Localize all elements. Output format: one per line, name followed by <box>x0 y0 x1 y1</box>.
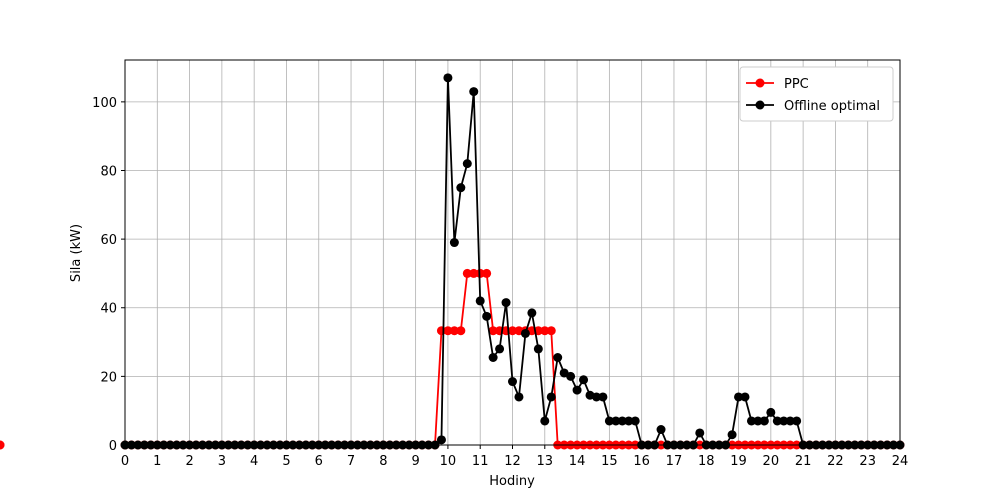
marker <box>624 416 634 426</box>
y-tick-label: 0 <box>109 439 117 454</box>
marker <box>449 238 459 248</box>
marker <box>734 392 744 402</box>
y-tick-label: 80 <box>100 164 117 179</box>
marker <box>572 385 582 395</box>
marker <box>553 353 563 362</box>
marker <box>630 416 640 426</box>
marker <box>449 326 459 336</box>
marker <box>746 416 756 426</box>
x-tick-label: 7 <box>347 454 355 469</box>
marker <box>604 416 614 426</box>
legend-marker <box>755 78 765 88</box>
y-axis-label: Sila (kW) <box>69 224 84 282</box>
marker <box>546 326 556 336</box>
marker <box>436 435 446 445</box>
marker <box>779 416 789 426</box>
marker <box>759 416 769 426</box>
marker <box>482 268 492 278</box>
marker <box>727 430 737 440</box>
marker <box>656 425 666 435</box>
x-tick-label: 18 <box>698 454 715 469</box>
marker <box>540 416 550 426</box>
x-tick-label: 22 <box>827 454 844 469</box>
marker <box>443 73 453 83</box>
marker <box>462 159 472 169</box>
x-tick-label: 0 <box>121 454 129 469</box>
marker <box>579 375 589 385</box>
marker <box>456 326 466 336</box>
x-tick-label: 14 <box>569 454 586 469</box>
marker <box>469 268 479 278</box>
x-tick-label: 5 <box>282 454 290 469</box>
x-tick-label: 1 <box>153 454 161 469</box>
marker <box>520 328 530 338</box>
x-tick-label: 11 <box>472 454 489 469</box>
marker <box>753 416 763 426</box>
marker <box>462 268 472 278</box>
x-tick-label: 6 <box>315 454 323 469</box>
legend-box <box>739 66 894 122</box>
marker <box>766 407 776 417</box>
legend-label: Offline optimal <box>784 99 880 114</box>
legend-marker <box>755 100 765 110</box>
x-tick-label: 2 <box>185 454 193 469</box>
marker <box>469 87 479 97</box>
marker <box>0 440 5 450</box>
x-tick-label: 23 <box>859 454 876 469</box>
y-tick-label: 60 <box>100 233 117 248</box>
x-tick-label: 20 <box>763 454 780 469</box>
marker <box>495 344 505 354</box>
marker <box>598 392 608 402</box>
x-tick-label: 17 <box>666 454 683 469</box>
marker <box>617 416 627 426</box>
legend-label: PPC <box>784 77 809 92</box>
marker <box>475 296 485 306</box>
x-tick-label: 19 <box>730 454 747 469</box>
marker <box>792 416 802 426</box>
marker <box>785 416 795 426</box>
marker <box>566 371 576 381</box>
y-tick-label: 100 <box>92 96 117 111</box>
series <box>0 268 905 450</box>
x-tick-label: 13 <box>537 454 554 469</box>
y-tick-label: 40 <box>100 302 117 317</box>
marker <box>443 326 453 336</box>
x-tick-label: 8 <box>379 454 387 469</box>
marker <box>508 377 517 387</box>
marker <box>508 326 517 336</box>
x-tick-label: 9 <box>411 454 419 469</box>
y-tick-label: 20 <box>100 370 117 385</box>
x-tick-label: 16 <box>633 454 650 469</box>
marker <box>527 308 537 318</box>
marker <box>772 416 782 426</box>
x-tick-label: 3 <box>218 454 226 469</box>
marker <box>488 353 498 362</box>
marker <box>501 298 511 308</box>
marker <box>546 392 556 402</box>
x-tick-label: 24 <box>892 454 909 469</box>
legend: PPC Offline optimal <box>739 66 894 122</box>
x-tick-label: 15 <box>601 454 618 469</box>
x-tick-label: 21 <box>795 454 812 469</box>
marker <box>540 326 550 336</box>
marker <box>591 392 601 402</box>
plot-frame <box>124 59 901 446</box>
marker <box>514 392 524 402</box>
x-axis-label: Hodiny <box>489 474 535 489</box>
x-tick-label: 4 <box>250 454 258 469</box>
marker <box>488 326 498 336</box>
marker <box>482 311 492 321</box>
x-tick-label: 12 <box>504 454 521 469</box>
x-tick-label: 10 <box>440 454 457 469</box>
marker <box>611 416 621 426</box>
marker <box>740 392 750 402</box>
marker <box>695 428 705 438</box>
marker <box>456 183 466 193</box>
marker <box>533 344 543 354</box>
